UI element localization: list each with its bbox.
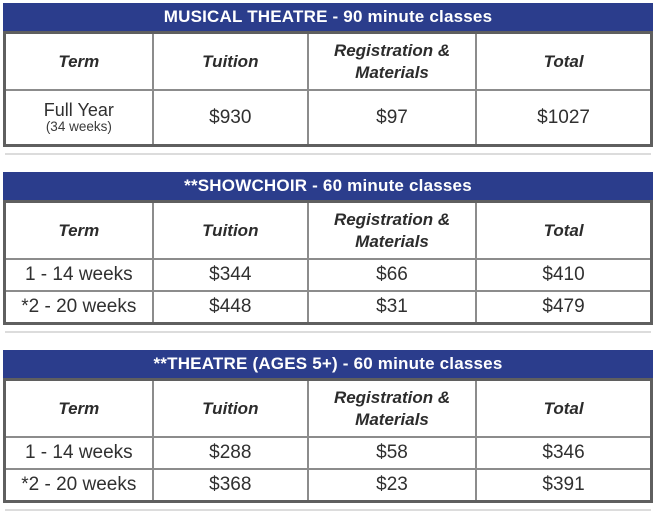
table-shadow-line: [5, 331, 651, 333]
header-row: Term Tuition Registration & Materials To…: [3, 31, 653, 91]
musical-theatre-title-bar: MUSICAL THEATRE - 90 minute classes: [3, 3, 653, 31]
registration-cell: $66: [306, 258, 478, 292]
showchoir-title-bar: **SHOWCHOIR - 60 minute classes: [3, 172, 653, 200]
theatre-price-table: Term Tuition Registration & Materials To…: [3, 378, 653, 503]
col-header-total: Total: [475, 378, 653, 438]
header-row: Term Tuition Registration & Materials To…: [3, 200, 653, 260]
musical-theatre-title: MUSICAL THEATRE - 90 minute classes: [163, 7, 493, 26]
tuition-cell: $930: [151, 89, 309, 147]
table-shadow-line: [5, 153, 651, 155]
col-header-term: Term: [3, 31, 154, 91]
total-cell: $346: [475, 436, 653, 470]
tuition-cell: $288: [151, 436, 309, 470]
term-label: Full Year: [43, 99, 114, 120]
term-sublabel: (34 weeks): [45, 119, 112, 135]
term-cell: 1 - 14 weeks: [3, 258, 154, 292]
table-shadow-line: [5, 509, 651, 511]
col-header-tuition: Tuition: [151, 200, 309, 260]
musical-theatre-price-table: Term Tuition Registration & Materials To…: [3, 31, 653, 147]
col-header-tuition: Tuition: [151, 378, 309, 438]
term-cell: 1 - 14 weeks: [3, 436, 154, 470]
term-cell: *2 - 20 weeks: [3, 468, 154, 503]
total-cell: $479: [475, 290, 653, 325]
tuition-cell: $344: [151, 258, 309, 292]
col-header-term: Term: [3, 200, 154, 260]
registration-cell: $97: [306, 89, 478, 147]
table-row: Full Year (34 weeks) $930 $97 $1027: [3, 89, 653, 147]
registration-cell: $23: [306, 468, 478, 503]
class-pricing-sheet: MUSICAL THEATRE - 90 minute classes Term…: [3, 3, 653, 511]
term-cell: *2 - 20 weeks: [3, 290, 154, 325]
table-row: *2 - 20 weeks $448 $31 $479: [3, 290, 653, 325]
section-showchoir: **SHOWCHOIR - 60 minute classes Term Tui…: [3, 172, 653, 333]
total-cell: $410: [475, 258, 653, 292]
tuition-cell: $448: [151, 290, 309, 325]
registration-cell: $58: [306, 436, 478, 470]
theatre-title-bar: **THEATRE (AGES 5+) - 60 minute classes: [3, 350, 653, 378]
col-header-total: Total: [475, 200, 653, 260]
total-cell: $1027: [475, 89, 653, 147]
term-cell: Full Year (34 weeks): [3, 89, 154, 147]
tuition-cell: $368: [151, 468, 309, 503]
header-row: Term Tuition Registration & Materials To…: [3, 378, 653, 438]
table-row: 1 - 14 weeks $344 $66 $410: [3, 258, 653, 292]
showchoir-price-table: Term Tuition Registration & Materials To…: [3, 200, 653, 325]
col-header-term: Term: [3, 378, 154, 438]
section-musical-theatre: MUSICAL THEATRE - 90 minute classes Term…: [3, 3, 653, 155]
col-header-registration-materials: Registration & Materials: [306, 200, 478, 260]
showchoir-title: **SHOWCHOIR - 60 minute classes: [184, 176, 472, 195]
table-row: *2 - 20 weeks $368 $23 $391: [3, 468, 653, 503]
col-header-tuition: Tuition: [151, 31, 309, 91]
section-theatre-ages-5plus: **THEATRE (AGES 5+) - 60 minute classes …: [3, 350, 653, 511]
col-header-registration-materials: Registration & Materials: [306, 378, 478, 438]
col-header-total: Total: [475, 31, 653, 91]
table-row: 1 - 14 weeks $288 $58 $346: [3, 436, 653, 470]
registration-cell: $31: [306, 290, 478, 325]
col-header-registration-materials: Registration & Materials: [306, 31, 478, 91]
total-cell: $391: [475, 468, 653, 503]
theatre-title: **THEATRE (AGES 5+) - 60 minute classes: [153, 354, 503, 373]
